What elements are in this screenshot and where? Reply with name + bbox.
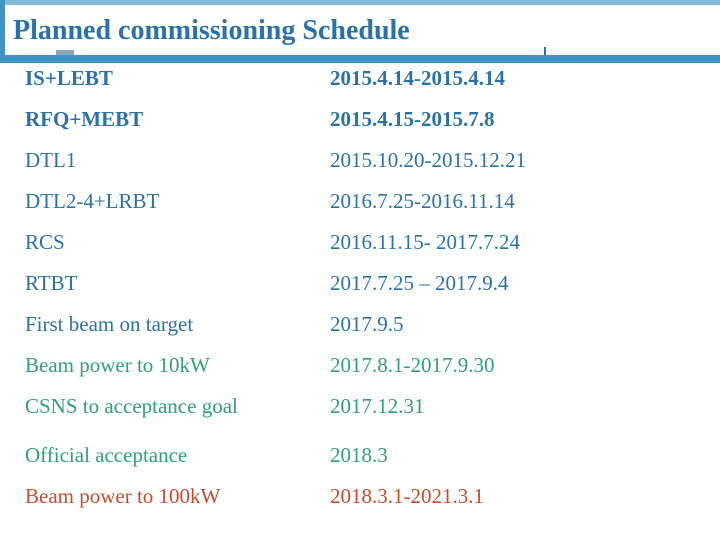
schedule-row: Official acceptance 2018.3 <box>0 435 720 476</box>
schedule-item-label: Official acceptance <box>25 443 188 467</box>
placeholder-tick-artifact <box>544 47 546 56</box>
schedule-row: Beam power to 100kW 2018.3.1-2021.3.1 <box>0 476 720 517</box>
schedule-dates: 2018.3 <box>330 443 388 467</box>
schedule-dates: 2015.4.14-2015.4.14 <box>330 66 505 90</box>
hidden-text-artifact <box>56 50 74 56</box>
top-accent-bar <box>0 0 720 5</box>
schedule-item-label: CSNS to acceptance goal <box>25 394 238 418</box>
schedule-row: Beam power to 10kW 2017.8.1-2017.9.30 <box>0 345 720 386</box>
schedule-dates: 2016.7.25-2016.11.14 <box>330 189 515 213</box>
schedule-dates: 2015.10.20-2015.12.21 <box>330 148 526 172</box>
schedule-item-label: IS+LEBT <box>25 66 113 90</box>
title-divider-bar <box>0 55 720 63</box>
schedule-row: First beam on target 2017.9.5 <box>0 304 720 345</box>
schedule-row: DTL1 2015.10.20-2015.12.21 <box>0 140 720 181</box>
schedule-dates: 2018.3.1-2021.3.1 <box>330 484 484 508</box>
schedule-row: RCS 2016.11.15- 2017.7.24 <box>0 222 720 263</box>
schedule-item-label: RCS <box>25 230 65 254</box>
schedule-row: DTL2-4+LRBT 2016.7.25-2016.11.14 <box>0 181 720 222</box>
schedule-dates: 2017.7.25 – 2017.9.4 <box>330 271 509 295</box>
schedule-dates: 2015.4.15-2015.7.8 <box>330 107 495 131</box>
schedule-item-label: Beam power to 100kW <box>25 484 221 508</box>
schedule-item-label: DTL2-4+LRBT <box>25 189 160 213</box>
schedule-dates: 2017.8.1-2017.9.30 <box>330 353 495 377</box>
schedule-row: RTBT 2017.7.25 – 2017.9.4 <box>0 263 720 304</box>
schedule-item-label: First beam on target <box>25 312 194 336</box>
schedule-row: CSNS to acceptance goal 2017.12.31 <box>0 386 720 427</box>
schedule-dates: 2017.9.5 <box>330 312 404 336</box>
schedule-dates: 2017.12.31 <box>330 394 425 418</box>
schedule-item-label: DTL1 <box>25 148 77 172</box>
schedule-item-label: RFQ+MEBT <box>25 107 144 131</box>
schedule-item-label: Beam power to 10kW <box>25 353 210 377</box>
schedule-dates: 2016.11.15- 2017.7.24 <box>330 230 520 254</box>
title-left-accent-strip <box>0 0 5 63</box>
schedule-row: IS+LEBT 2015.4.14-2015.4.14 <box>0 58 720 99</box>
page-title: Planned commissioning Schedule <box>13 15 410 46</box>
schedule-item-label: RTBT <box>25 271 78 295</box>
schedule-row: RFQ+MEBT 2015.4.15-2015.7.8 <box>0 99 720 140</box>
schedule-table: IS+LEBT 2015.4.14-2015.4.14 RFQ+MEBT 2015.4… <box>0 58 720 517</box>
